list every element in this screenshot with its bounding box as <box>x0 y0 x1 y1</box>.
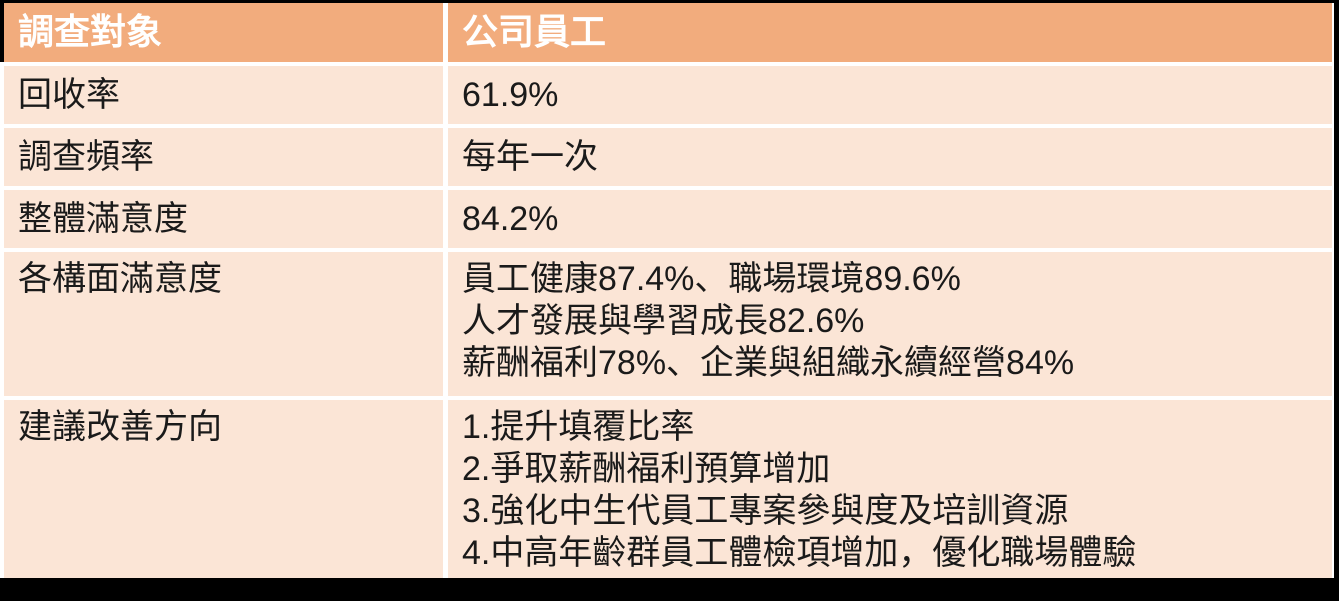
frame-right-border <box>1334 0 1339 601</box>
row-value-cell: 員工健康87.4%、職場環境89.6% 人才發展與學習成長82.6% 薪酬福利78%… <box>448 252 1332 396</box>
table-row: 建議改善方向 1.提升填覆比率 2.爭取薪酬福利預算增加 3.強化中生代員工專案參與度… <box>4 400 1332 578</box>
header-cell-subject: 調查對象 <box>4 3 443 62</box>
row-value-cell: 61.9% <box>448 66 1332 124</box>
cell-line: 薪酬福利78%、企業與組織永續經營84% <box>462 344 1075 382</box>
cell-line: 2.爭取薪酬福利預算增加 <box>462 450 831 488</box>
table-row: 各構面滿意度 員工健康87.4%、職場環境89.6% 人才發展與學習成長82.6% 薪… <box>4 252 1332 396</box>
cell-line: 3.強化中生代員工專案參與度及培訓資源 <box>462 492 1069 530</box>
frame-header-left-border <box>0 3 4 62</box>
cell-line: 1.提升填覆比率 <box>462 408 695 446</box>
row-value-cell: 每年一次 <box>448 128 1332 186</box>
frame-bottom-border <box>0 578 1339 601</box>
table-row: 回收率 61.9% <box>4 66 1332 124</box>
table-header-row: 調查對象 公司員工 <box>4 3 1332 62</box>
row-label-cell: 調查頻率 <box>4 128 443 186</box>
cell-line: 84.2% <box>462 200 559 238</box>
frame-top-border <box>0 0 1339 3</box>
row-label-cell: 建議改善方向 <box>4 400 443 578</box>
cell-line: 人才發展與學習成長82.6% <box>462 302 865 340</box>
row-value-cell: 84.2% <box>448 190 1332 248</box>
cell-line: 61.9% <box>462 76 559 114</box>
cell-line: 員工健康87.4%、職場環境89.6% <box>462 260 961 298</box>
table-body: 回收率 61.9% 調查頻率 每年一次 整體滿意度 84.2% 各構面滿意度 員工健康87.4… <box>4 66 1332 578</box>
header-cell-target: 公司員工 <box>448 3 1332 62</box>
cell-line: 每年一次 <box>462 138 598 176</box>
table-row: 整體滿意度 84.2% <box>4 190 1332 248</box>
row-label-cell: 回收率 <box>4 66 443 124</box>
row-label-cell: 各構面滿意度 <box>4 252 443 396</box>
cell-line: 4.中高年齡群員工體檢項增加，優化職場體驗 <box>462 534 1137 572</box>
row-value-cell: 1.提升填覆比率 2.爭取薪酬福利預算增加 3.強化中生代員工專案參與度及培訓資源 4… <box>448 400 1332 578</box>
table-row: 調查頻率 每年一次 <box>4 128 1332 186</box>
row-label-cell: 整體滿意度 <box>4 190 443 248</box>
survey-summary-table: 調查對象 公司員工 回收率 61.9% 調查頻率 每年一次 整體滿意度 84.2% 各構面滿… <box>4 3 1332 578</box>
